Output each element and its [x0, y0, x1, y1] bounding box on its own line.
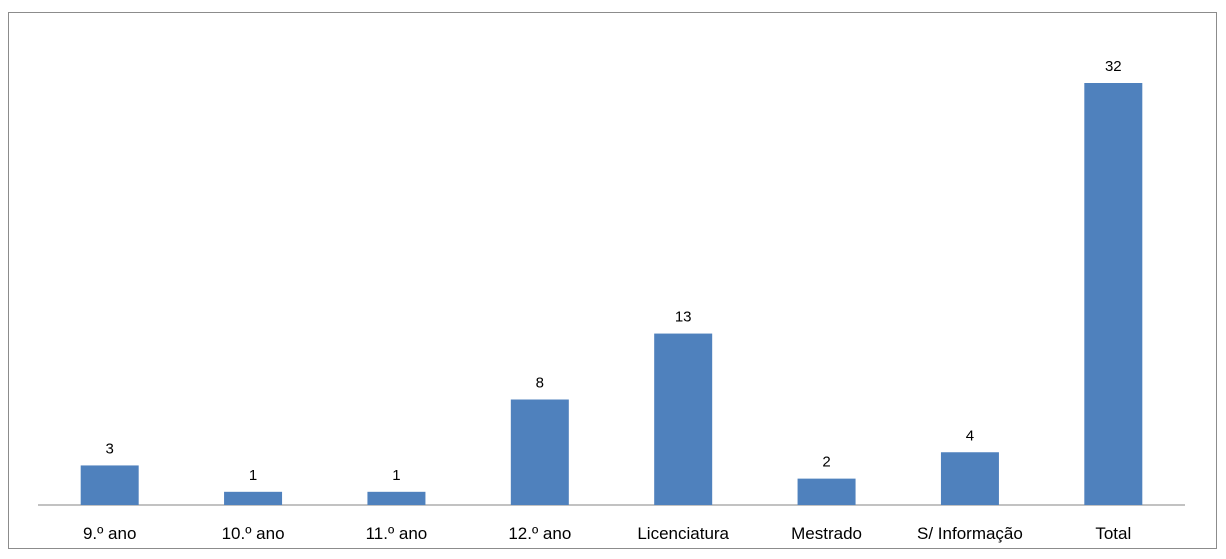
data-label-8: 32 — [1105, 58, 1122, 75]
bar-2 — [224, 491, 283, 505]
data-label-4: 8 — [536, 375, 544, 392]
bar-5 — [654, 333, 713, 505]
x-tick-label-6: Mestrado — [791, 524, 862, 543]
bar-6 — [797, 478, 856, 505]
x-tick-label-3: 11.º ano — [366, 524, 428, 543]
x-tick-labels-group: 9.º ano 10.º ano 11.º ano 12.º ano Licenciat… — [83, 524, 1131, 543]
x-tick-label-7: S/ Informação — [917, 524, 1023, 543]
bar-4 — [510, 399, 569, 505]
x-tick-label-2: 10.º ano — [222, 524, 285, 543]
bars-group — [80, 83, 1143, 505]
bar-7 — [940, 452, 999, 505]
x-tick-label-1: 9.º ano — [83, 524, 136, 543]
x-tick-label-8: Total — [1095, 524, 1131, 543]
data-label-3: 1 — [392, 467, 400, 484]
bar-3 — [367, 491, 426, 505]
bar-8 — [1084, 83, 1143, 505]
data-label-6: 2 — [822, 454, 830, 471]
data-label-2: 1 — [249, 467, 257, 484]
bar-1 — [80, 465, 139, 505]
data-label-1: 3 — [106, 440, 114, 457]
data-label-5: 13 — [675, 309, 692, 326]
chart-frame — [8, 12, 1217, 549]
data-labels-group: 3 1 1 8 13 2 4 32 — [106, 58, 1122, 484]
data-label-7: 4 — [966, 427, 974, 444]
x-tick-label-4: 12.º ano — [508, 524, 571, 543]
x-tick-label-5: Licenciatura — [637, 524, 729, 543]
